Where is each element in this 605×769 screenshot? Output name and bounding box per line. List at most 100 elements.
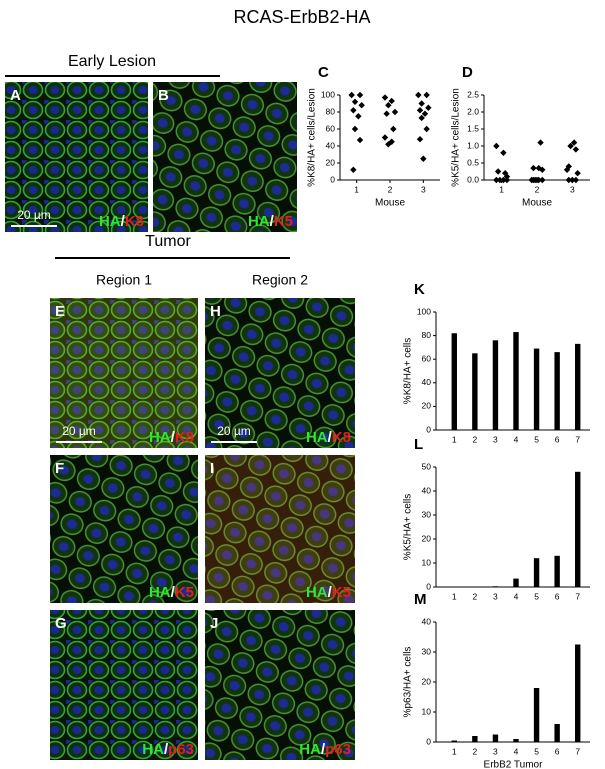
region-title: Region 2 [252,272,308,288]
y-tick-label: 40 [422,616,432,626]
stain-overlay [5,82,148,232]
y-tick-label: 40 [326,140,336,150]
bar [492,340,499,430]
y-tick-label: 1.5 [467,123,479,133]
stain-label-part: / [171,584,176,601]
panel-letter: H [210,303,221,320]
stain-label-part: / [321,741,326,758]
y-tick-label: 0 [426,736,431,746]
stain-label: HA/p63 [142,741,194,758]
panel-letter: G [55,615,67,632]
section-title: Early Lesion [68,53,156,70]
stain-label-part: / [121,213,126,230]
y-tick-label: 80 [326,106,336,116]
x-axis-label: ErbB2 Tumor [484,760,544,769]
section-title: Tumor [145,233,191,250]
y-tick-label: 10 [422,557,432,567]
data-point [496,176,504,184]
micrograph-image [50,455,198,603]
y-tick-label: 0 [426,424,431,434]
y-tick-label: 30 [422,509,432,519]
y-tick-label: 0 [330,174,335,184]
panel-letter: J [210,615,218,632]
x-tick-label: 1 [452,591,457,601]
data-point [381,134,389,141]
stain-label-part: HA [149,429,171,446]
y-tick-label: 10 [422,706,432,716]
x-tick-label: 3 [493,434,498,444]
y-tick-label: 80 [422,330,432,340]
x-tick-label: 3 [493,746,498,756]
micrograph-image [153,82,297,232]
bar [492,734,499,742]
data-point [530,164,537,172]
bar [513,332,519,430]
x-tick-label: 5 [534,591,539,601]
data-point [355,113,362,120]
micrograph: I HA/K5 [205,455,355,603]
data-point [493,176,500,184]
x-tick-label: 5 [534,746,539,756]
stain-overlay [50,298,198,448]
stain-label: HA/K8 [306,429,351,446]
data-point [574,170,581,177]
x-tick-label: 6 [555,591,560,601]
y-axis-label: %K8/HA+ cells/Lesion [307,88,318,187]
stain-label: HA/K8 [149,429,194,446]
data-point [351,125,359,133]
panel-letter: K [414,281,425,298]
data-point [572,176,580,184]
y-axis-label: %K5/HA+ cells/Lesion [451,88,462,187]
stain-label-part: HA [306,584,328,601]
stain-label: HA/K5 [149,584,194,601]
micrograph: H HA/K8 20 µm [205,298,355,448]
data-point [356,91,364,99]
stain-label: HA/K5 [248,213,293,230]
data-point [418,114,425,122]
y-tick-label: 60 [422,353,432,363]
panel-letter: D [462,64,473,81]
data-point [494,168,502,175]
data-point [539,176,546,184]
scale-bar-label: 20 µm [62,424,96,438]
bar [451,333,457,430]
bar [472,736,478,742]
scale-bar-label: 20 µm [17,208,51,222]
stain-label-part: p63 [325,741,351,758]
data-point [350,166,357,173]
region-title: Region 1 [96,272,152,288]
x-tick-label: 3 [570,184,575,194]
y-tick-label: 60 [326,123,336,133]
panel-letter: L [414,436,423,453]
bar [533,348,540,430]
stain-label: HA/K5 [306,584,351,601]
micrograph: E HA/K8 20 µm [50,298,198,448]
y-axis-label: %p63/HA+ cells [403,647,414,718]
y-tick-label: 0.0 [467,174,479,184]
data-point [493,142,500,150]
stain-label-part: / [164,741,169,758]
micrograph-image [50,610,198,760]
stain-label-part: K5 [175,584,194,601]
y-tick-label: 20 [422,533,432,543]
y-tick-label: 20 [422,676,432,686]
panel-letter: E [55,303,65,320]
data-point [421,110,429,117]
data-point [358,102,365,109]
micrograph-image [205,455,355,603]
bar [575,471,581,587]
bar [554,352,560,430]
micrograph: G HA/p63 [50,610,198,760]
y-tick-label: 2.5 [467,89,479,99]
micrograph-image [205,610,355,760]
stain-label-part: HA [99,213,121,230]
y-axis-label: %K8/HA+ cells [403,338,414,404]
bar [492,586,499,587]
data-point [533,176,541,184]
y-tick-label: 20 [326,157,336,167]
data-point [500,149,507,156]
panel-letter: M [414,591,427,608]
bar [575,343,581,430]
stain-label-part: K8 [332,429,351,446]
data-point [530,176,537,184]
